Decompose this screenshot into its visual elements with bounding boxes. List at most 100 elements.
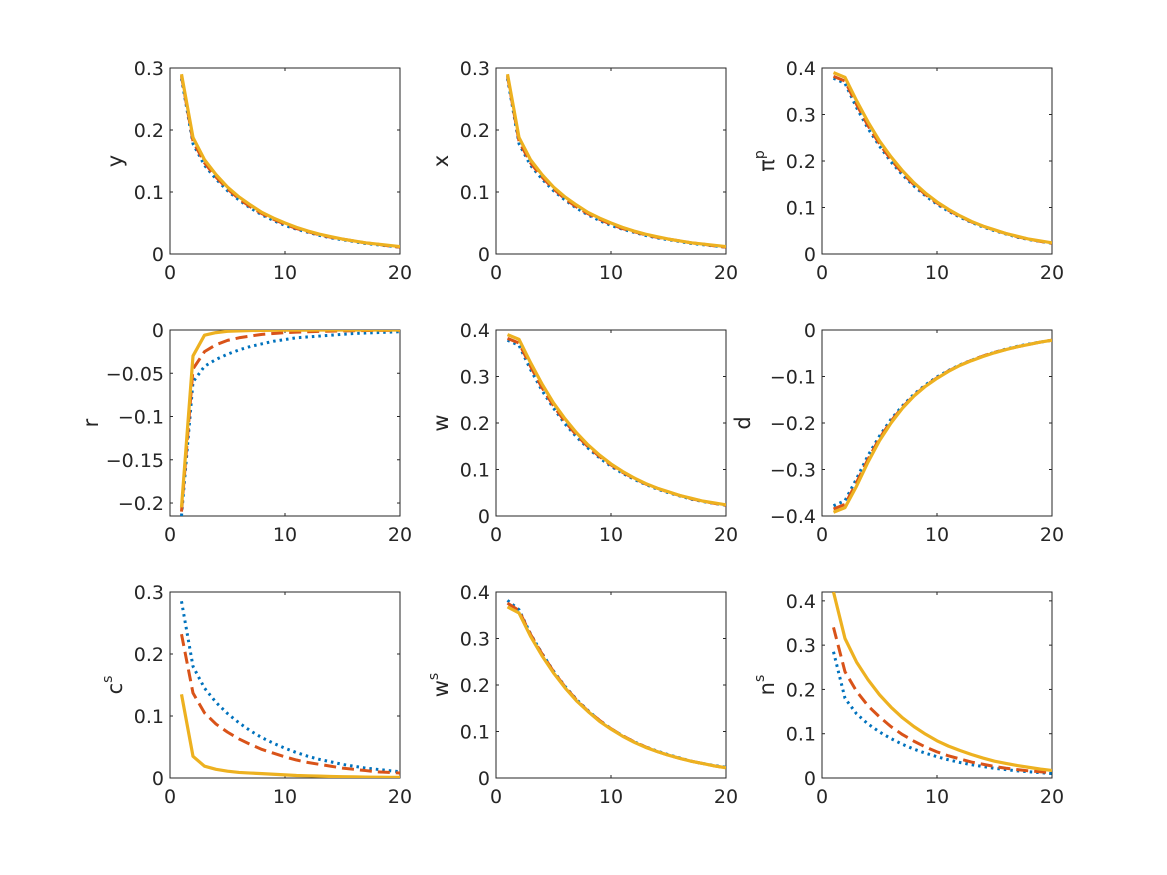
- axes-box: [169, 329, 401, 517]
- y-axis-label-text: π: [755, 159, 779, 172]
- plot-area: [506, 599, 726, 770]
- y-tick-label: 0: [804, 320, 816, 342]
- y-axis-label: x: [429, 155, 453, 167]
- series-line-3-solid: [506, 333, 726, 507]
- x-tick-label: 20: [714, 524, 738, 546]
- x-tick-label: 0: [816, 524, 828, 546]
- x-tick-label: 0: [490, 262, 502, 284]
- y-axis-label-text: w: [429, 414, 453, 431]
- y-tick-label: 0.1: [786, 724, 816, 746]
- plot-area: [831, 592, 1052, 776]
- y-axis-label: r: [79, 418, 103, 427]
- subplot-8: 0 10 20 0 0.1 0.2 0.3 0.4 ws: [426, 582, 738, 808]
- series-line-1-dotted: [832, 76, 1052, 245]
- y-tick-label: 0: [478, 768, 490, 790]
- series-line-3-solid: [832, 71, 1052, 245]
- y-tick-label: 0.2: [786, 679, 816, 701]
- x-tick-label: 0: [490, 786, 502, 808]
- plot-area: [505, 73, 726, 249]
- x-tick-label: 10: [273, 524, 297, 546]
- x-tick-label: 20: [388, 262, 412, 284]
- y-tick-label: 0.3: [134, 582, 164, 604]
- subplot-9: 0 10 20 0 0.1 0.2 0.3 0.4 ns: [752, 591, 1064, 808]
- series-line-3-solid: [831, 592, 1052, 773]
- y-tick-label: 0: [478, 244, 490, 266]
- x-tick-label: 10: [273, 786, 297, 808]
- y-axis-label-text: r: [79, 418, 103, 427]
- y-axis-label: d: [731, 416, 755, 429]
- y-tick-label: 0.2: [786, 151, 816, 173]
- y-tick-label: −0.3: [770, 460, 816, 482]
- y-tick-label: 0.3: [460, 58, 490, 80]
- axes-box: [821, 591, 1053, 779]
- y-tick-label: 0: [804, 244, 816, 266]
- y-tick-label: 0.3: [460, 367, 490, 389]
- x-tick-label: 10: [925, 786, 949, 808]
- plot-area: [832, 71, 1052, 245]
- y-tick-label: 0: [152, 320, 164, 342]
- series-line-1-dotted: [180, 330, 400, 516]
- x-tick-label: 0: [816, 262, 828, 284]
- y-axis-label: y: [103, 155, 127, 167]
- series-line-3-solid: [505, 73, 726, 249]
- x-tick-label: 20: [1040, 524, 1064, 546]
- series-line-3-solid: [832, 338, 1052, 514]
- y-tick-label: −0.15: [106, 450, 164, 472]
- subplot-6: 0 10 20 −0.4 −0.3 −0.2 −0.1 0 d: [731, 320, 1064, 546]
- y-axis-label-superscript: s: [100, 676, 116, 683]
- y-tick-label: 0.4: [460, 320, 490, 342]
- series-line-2-dashed: [180, 633, 400, 775]
- y-tick-label: 0.1: [460, 182, 490, 204]
- axes-box: [495, 329, 727, 517]
- x-tick-label: 10: [925, 524, 949, 546]
- y-tick-label: 0.3: [134, 58, 164, 80]
- x-tick-label: 0: [164, 262, 176, 284]
- y-tick-label: 0.1: [460, 722, 490, 744]
- y-tick-label: 0.4: [786, 58, 816, 80]
- y-axis-label: ws: [426, 673, 453, 697]
- y-tick-label: 0.1: [460, 460, 490, 482]
- subplot-7: 0 10 20 0 0.1 0.2 0.3 cs: [100, 582, 412, 808]
- series-line-3-solid: [506, 605, 726, 770]
- y-tick-label: 0.2: [460, 675, 490, 697]
- x-tick-label: 10: [599, 524, 623, 546]
- axes-box: [169, 591, 401, 779]
- axes-box: [821, 329, 1053, 517]
- series-line-1-dotted: [832, 651, 1052, 776]
- series-line-1-dotted: [506, 338, 726, 507]
- x-tick-label: 10: [599, 262, 623, 284]
- y-tick-label: 0.1: [786, 198, 816, 220]
- x-tick-label: 0: [490, 524, 502, 546]
- y-tick-label: 0.4: [786, 591, 816, 613]
- y-axis-label-text: n: [755, 682, 779, 695]
- y-tick-label: 0.1: [134, 706, 164, 728]
- y-tick-label: −0.4: [770, 506, 816, 528]
- y-tick-label: 0: [804, 768, 816, 790]
- subplot-2: 0 10 20 0 0.1 0.2 0.3 x: [429, 58, 738, 284]
- x-tick-label: 20: [388, 786, 412, 808]
- plot-area: [179, 601, 400, 778]
- y-axis-label-superscript: s: [426, 673, 442, 680]
- y-tick-label: −0.1: [770, 367, 816, 389]
- axes-box: [821, 67, 1053, 255]
- subplot-4: 0 10 20 −0.2 −0.15 −0.1 −0.05 0 r: [79, 320, 412, 546]
- y-axis-label-text: c: [103, 683, 127, 695]
- subplot-3: 0 10 20 0 0.1 0.2 0.3 0.4 πp: [752, 58, 1064, 284]
- y-axis-label: πp: [752, 150, 779, 172]
- y-axis-label-superscript: s: [752, 675, 768, 682]
- y-tick-label: 0.2: [460, 120, 490, 142]
- plot-area: [179, 73, 400, 249]
- x-tick-label: 0: [164, 786, 176, 808]
- y-tick-label: 0.2: [134, 120, 164, 142]
- x-tick-label: 0: [816, 786, 828, 808]
- y-tick-label: 0.1: [134, 182, 164, 204]
- x-tick-label: 10: [273, 262, 297, 284]
- y-axis-label-text: x: [429, 155, 453, 167]
- series-line-3-solid: [179, 73, 400, 249]
- y-axis-label: w: [429, 414, 453, 431]
- y-axis-label: ns: [752, 675, 779, 696]
- x-tick-label: 20: [1040, 262, 1064, 284]
- y-tick-label: 0.3: [786, 635, 816, 657]
- y-tick-label: −0.2: [770, 413, 816, 435]
